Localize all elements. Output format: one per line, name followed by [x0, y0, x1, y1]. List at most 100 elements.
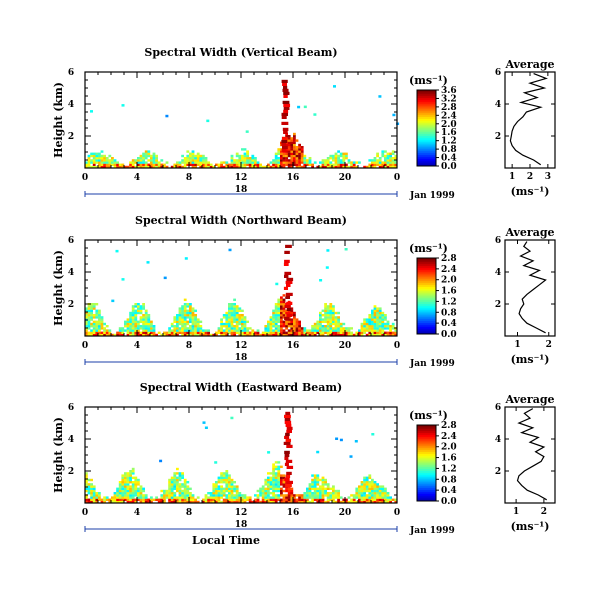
colorbar-step — [417, 322, 436, 325]
colorbar-step — [417, 487, 436, 490]
colorbar-step — [417, 497, 436, 500]
colorbar-step — [417, 139, 436, 142]
day-label: 18 — [235, 353, 248, 363]
panel-1: Spectral Width (Vertical Beam)0 4 8 12 16 20 0… — [52, 46, 556, 201]
colorbar-step — [417, 105, 436, 108]
colorbar-tick-label: 0.0 — [441, 330, 457, 340]
colorbar-step — [417, 482, 436, 485]
y-tick-label: 4 — [68, 435, 74, 445]
colorbar-step — [417, 118, 436, 121]
x-tick-label: 4 — [134, 508, 140, 518]
heatmap-cells — [85, 79, 400, 169]
colorbar-step — [417, 296, 436, 299]
colorbar-step — [417, 103, 436, 106]
colorbar-tick-label: 0.8 — [441, 475, 457, 485]
colorbar-frame — [416, 257, 437, 335]
colorbar-tick-label: 3.2 — [441, 94, 457, 104]
colorbar-step — [417, 158, 436, 161]
colorbar-step — [417, 109, 436, 112]
profile-frame — [504, 71, 556, 169]
x-tick-label: 12 — [235, 508, 248, 518]
colorbar-step — [417, 259, 436, 263]
date-label: Jan 1999 — [409, 359, 455, 369]
profile-title: Average — [504, 58, 554, 71]
colorbar-tick-label: 1.2 — [441, 464, 457, 474]
colorbar-step — [417, 277, 436, 280]
colorbar-step — [417, 267, 436, 270]
colorbar-step — [417, 328, 436, 331]
profile-x-tick-label: 2 — [541, 507, 547, 517]
x-tick-label: 8 — [186, 508, 192, 518]
y-tick-label: 4 — [68, 100, 74, 110]
colorbar-tick-label: 0.4 — [441, 319, 457, 329]
profile-y-tick-label: 6 — [495, 236, 501, 246]
colorbar-step — [417, 493, 436, 496]
colorbar-step — [417, 470, 436, 473]
date-label: Jan 1999 — [409, 526, 455, 536]
colorbar-step — [417, 453, 436, 456]
x-tick-label: 4 — [134, 341, 140, 351]
y-tick-label: 2 — [68, 467, 74, 477]
profile-x-tick-label: 1 — [513, 507, 519, 517]
colorbar-step — [417, 162, 436, 165]
plot-frame — [84, 71, 398, 169]
day-label: 18 — [235, 520, 248, 530]
colorbar-step — [417, 449, 436, 452]
colorbar-tick-label: 2.4 — [441, 111, 457, 121]
colorbar-step — [417, 297, 436, 301]
colorbar-step — [417, 313, 436, 316]
colorbar-step — [417, 112, 436, 116]
x-tick-label: 16 — [287, 508, 300, 518]
x-tick-label: 0 — [82, 173, 88, 183]
colorbar-step — [417, 436, 436, 439]
colorbar-tick-label: 0.4 — [441, 154, 457, 164]
colorbar-tick-label: 1.6 — [441, 287, 457, 297]
colorbar-step — [417, 129, 436, 133]
colorbar-step — [417, 305, 436, 308]
colorbar-tick-label: 2.8 — [441, 254, 457, 264]
colorbar-tick-label: 0.8 — [441, 145, 457, 155]
colorbar-step — [417, 156, 436, 159]
profile-title: Average — [504, 226, 554, 239]
x-tick-label: 20 — [339, 341, 352, 351]
colorbar-step — [417, 455, 436, 458]
colorbar-step — [417, 141, 436, 144]
colorbar-step — [417, 280, 436, 284]
colorbar-step — [417, 474, 436, 477]
colorbar-step — [417, 476, 436, 479]
profile-x-label: (ms⁻¹) — [511, 520, 550, 533]
colorbar-step — [417, 459, 436, 462]
colorbar-frame — [416, 89, 437, 167]
profile-line — [516, 408, 547, 501]
colorbar-step — [417, 444, 436, 447]
profile-y-tick-label: 4 — [495, 268, 501, 278]
colorbar-step — [417, 307, 436, 310]
x-axis-label: Local Time — [192, 534, 260, 547]
colorbar-step — [417, 464, 436, 468]
colorbar: 0.00.40.81.21.62.02.42.8(ms⁻¹) — [409, 409, 457, 507]
colorbar-step — [417, 466, 436, 470]
colorbar-step — [417, 143, 436, 146]
colorbar-step — [417, 478, 436, 481]
profile-y-tick-label: 2 — [495, 132, 501, 142]
panel-3: Spectral Width (Eastward Beam)0 4 8 12 16 20 0… — [52, 381, 556, 547]
colorbar-step — [417, 288, 436, 291]
colorbar-step — [417, 258, 436, 261]
x-tick-label: 20 — [339, 173, 352, 183]
colorbar-step — [417, 324, 436, 327]
profile-x-tick-label: 2 — [546, 340, 552, 350]
profile-title: Average — [504, 393, 554, 406]
profile-line — [509, 73, 548, 166]
colorbar-step — [417, 137, 436, 140]
colorbar-step — [417, 90, 436, 93]
colorbar-step — [417, 461, 436, 464]
colorbar-step — [417, 101, 436, 104]
colorbar-step — [417, 463, 436, 466]
profile-x-tick-label: 1 — [514, 340, 520, 350]
colorbar-step — [417, 480, 436, 483]
colorbar-step — [417, 425, 436, 428]
colorbar-step — [417, 154, 436, 157]
colorbar-tick-label: 2.4 — [441, 265, 457, 275]
y-tick-label: 2 — [68, 132, 74, 142]
